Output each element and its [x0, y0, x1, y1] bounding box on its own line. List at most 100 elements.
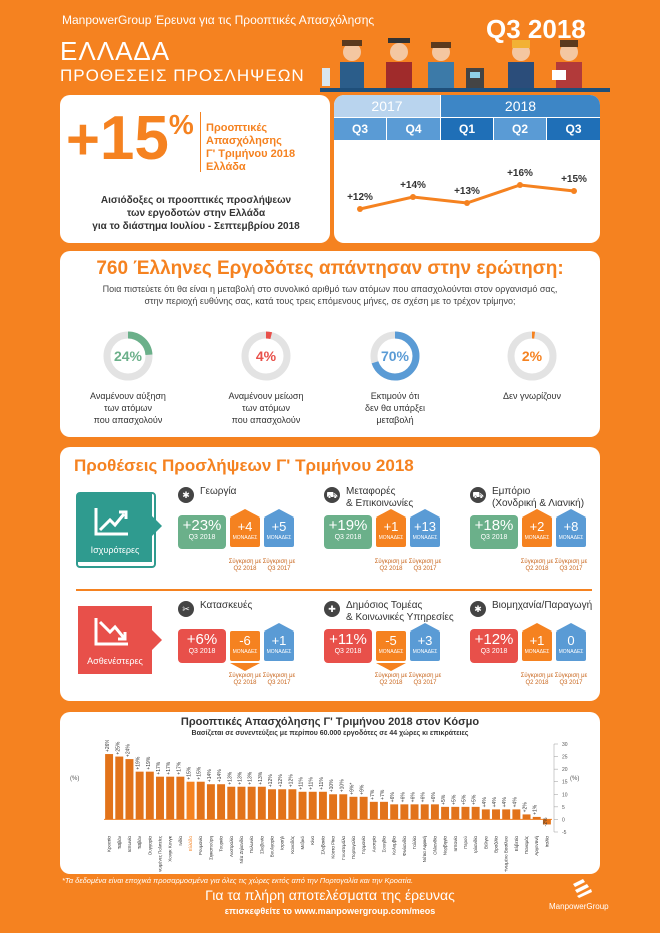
bar-label: +12%: [278, 774, 284, 787]
year-2018-header: 2018: [441, 95, 600, 117]
world-footnote: *Τα δεδομένα είναι εποχικά προσαρμοσμένα…: [62, 876, 414, 885]
arrow-up-icon: [410, 509, 440, 517]
category-label: Ηνωμένες Πολιτείες: [157, 835, 163, 872]
compare-q3-box: 0 ΜΟΝΑΔΕΣ: [556, 631, 586, 661]
category-label: Σλοβακία: [320, 836, 325, 855]
category-label: Ολλανδία: [432, 836, 437, 855]
teacher-icon: [428, 42, 454, 92]
compare-caption-line: Q3 2017: [267, 566, 291, 572]
category-label: Μεξικό: [299, 836, 305, 850]
plus-icon: ✚: [324, 601, 340, 617]
bar: [257, 786, 266, 820]
compare-value: +1: [383, 519, 399, 534]
outlook-description: Αισιόδοξες οι προοπτικές προσλήψεων των …: [68, 194, 324, 233]
outlook-number: 15: [99, 104, 169, 173]
category-label: Γουατεμάλα: [340, 836, 346, 860]
compare-caption-line: Σύγκριση με: [408, 559, 442, 565]
category-label: Γαλλία: [412, 836, 417, 850]
bar-label: +13%: [258, 771, 264, 784]
sector-quarter: Q3 2018: [480, 534, 508, 541]
bar: [420, 804, 429, 820]
bar-label: +26%*: [105, 740, 111, 752]
footer-link[interactable]: επισκεφθείτε το www.manpowergroup.com/me…: [224, 906, 436, 916]
compare-q2-box: +4 ΜΟΝΑΔΕΣ: [230, 517, 260, 547]
quarter-cell: Q3: [334, 118, 386, 140]
category-label: Γερμανία: [361, 836, 366, 854]
outlook-unit: %: [168, 109, 194, 140]
donut-segment: [507, 331, 557, 381]
y-axis-unit: (%): [70, 776, 79, 782]
category-label: Ηνωμένο Βασίλειο: [503, 836, 509, 872]
compare-value: -6: [239, 633, 251, 648]
bar-label: +15%: [197, 766, 203, 779]
category-label: Ρουμανία: [198, 836, 203, 855]
compare-units: ΜΟΝΑΔΕΣ: [412, 535, 438, 541]
timeline-label: +15%: [561, 174, 587, 185]
compare-q2-box: -6 ΜΟΝΑΔΕΣ: [230, 631, 260, 661]
donut-segment: [370, 331, 420, 381]
category-label: Κροατία: [107, 836, 112, 852]
compare-caption-line: Q2 2018: [233, 566, 257, 572]
arrow-up-icon: [376, 509, 406, 517]
compare-caption-line: Σύγκριση με: [374, 559, 408, 565]
sector-value-box: +23% Q3 2018: [178, 515, 226, 549]
category-label: Περού: [462, 835, 468, 848]
compare-value: +2: [529, 519, 545, 534]
bar-label: +17%: [166, 761, 172, 774]
sector-name-line: Γεωργία: [200, 486, 237, 497]
footer-cta: Για τα πλήρη αποτελέσματα της έρευνας: [205, 887, 455, 903]
donut-caption-line: των ατόμων: [242, 403, 290, 413]
cashier-icon: [552, 40, 582, 92]
sector-value-box: +11% Q3 2018: [324, 629, 372, 663]
bar: [318, 791, 327, 820]
bar-label: +5%: [441, 794, 447, 805]
graduate-icon: [386, 38, 412, 92]
category-label: Ελλάδα: [187, 836, 193, 852]
manpowergroup-logo-icon: [573, 879, 592, 898]
bar-highlight: [186, 781, 195, 820]
bar-label: -2%: [543, 817, 549, 826]
timeline-line-chart: +12% +14% +13% +16% +15%: [347, 168, 587, 212]
compare-units: ΜΟΝΑΔΕΣ: [558, 649, 584, 655]
decline-chart-icon: [94, 618, 128, 646]
y-axis-unit: (%): [570, 776, 579, 782]
worker-icon: [508, 40, 534, 92]
sector-name: Κατασκευές: [200, 600, 252, 612]
timeline-card: 2017 2018 Q3 Q4 Q1 Q2 Q3 +12% +14% +13% +16…: [334, 95, 600, 243]
bar-label: +12%: [288, 774, 294, 787]
sector-name: Μεταφορές & Επικοινωνίες: [346, 486, 413, 510]
bar: [115, 756, 124, 820]
survey-card: [60, 251, 600, 437]
compare-value: +8: [563, 519, 579, 534]
compare-q3-box: +5 ΜΟΝΑΔΕΣ: [264, 517, 294, 547]
compare-caption-line: Σύγκριση με: [374, 673, 408, 679]
bar: [237, 786, 246, 820]
outlook-label-line: Προοπτικές: [206, 122, 268, 134]
quarter-title: Q3 2018: [486, 14, 586, 44]
bar-label: +25%: [115, 741, 121, 754]
survey-question: Ποια πιστεύετε ότι θα είναι η μεταβολή σ…: [62, 283, 598, 307]
sector-value: +19%: [328, 517, 368, 534]
category-label: Αυστραλία: [229, 836, 234, 857]
bar: [217, 784, 226, 820]
donut-caption-line: μεταβολή: [376, 415, 414, 425]
compare-caption: Σύγκριση με Q3 2017: [550, 559, 592, 573]
category-label: Σλοβενία: [259, 836, 264, 854]
bar-label: +17%: [176, 761, 182, 774]
donut-caption-line: Δεν γνωρίζουν: [503, 391, 561, 401]
compare-units: ΜΟΝΑΔΕΣ: [266, 649, 292, 655]
category-label: Νέα Ζηλανδία: [238, 836, 244, 864]
outlook-label-line: Απασχόλησης: [206, 135, 282, 147]
arrow-up-icon: [522, 623, 552, 631]
bar-label: +14%: [207, 769, 213, 782]
sector-name-line: Δημόσιος Τομέας: [346, 600, 423, 611]
sector-quarter: Q3 2018: [480, 648, 508, 655]
compare-caption: Σύγκριση με Q3 2017: [258, 673, 300, 687]
compare-q2-box: -5 ΜΟΝΑΔΕΣ: [376, 631, 406, 661]
category-label: Ισραήλ: [279, 835, 285, 850]
timeline-point: [357, 206, 363, 212]
world-title: Προοπτικές Απασχόλησης Γ' Τριμήνου 2018 …: [180, 716, 480, 728]
arrow-up-icon: [556, 623, 586, 631]
compare-caption-line: Σύγκριση με: [262, 559, 296, 565]
timeline-point: [464, 200, 470, 206]
